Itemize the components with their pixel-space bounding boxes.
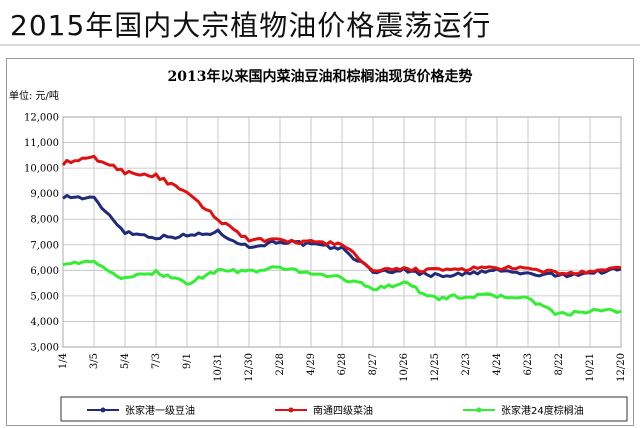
x-tick-label: 10/31 <box>213 353 224 382</box>
x-tick-label: 12/30 <box>244 353 255 382</box>
x-tick-label: 6/23 <box>523 353 534 375</box>
chart-frame: 2013年以来国内菜油豆油和棕榈油现货价格走势 单位: 元/吨 3,000 4,0… <box>6 58 634 426</box>
x-tick-label: 7/3 <box>151 353 162 369</box>
y-tick-label: 5,000 <box>30 291 59 302</box>
x-tick-label: 12/25 <box>430 353 441 382</box>
legend-box <box>60 396 628 422</box>
x-tick-label: 10/26 <box>399 353 410 382</box>
x-tick-label: 3/5 <box>89 353 100 369</box>
series-line-0 <box>62 194 622 279</box>
x-tick-label: 2/28 <box>275 353 286 375</box>
y-tick-label: 11,000 <box>24 138 59 149</box>
legend-label: 张家港24度棕榈油 <box>501 404 584 417</box>
x-tick-label: 5/4 <box>120 353 131 369</box>
y-tick-label: 12,000 <box>24 113 59 124</box>
banner-title: 2015年国内大宗植物油价格震荡运行 <box>10 9 492 42</box>
x-tick-label: 6/28 <box>337 353 348 375</box>
x-tick-label: 8/27 <box>368 353 379 375</box>
y-tick-label: 7,000 <box>30 240 59 251</box>
y-tick-label: 9,000 <box>30 189 59 200</box>
y-tick-label: 10,000 <box>24 164 59 175</box>
chart-title: 2013年以来国内菜油豆油和棕榈油现货价格走势 <box>168 68 473 85</box>
legend-label: 张家港一级豆油 <box>125 404 195 417</box>
series-line-2 <box>62 259 622 317</box>
grid <box>62 116 622 348</box>
line-chart: 2013年以来国内菜油豆油和棕榈油现货价格走势 单位: 元/吨 3,000 4,0… <box>9 68 628 422</box>
y-axis-unit-label: 单位: 元/吨 <box>9 89 59 102</box>
banner: 2015年国内大宗植物油价格震荡运行 <box>0 0 640 46</box>
series-line-1 <box>61 154 622 276</box>
x-tick-label: 9/1 <box>182 353 193 369</box>
x-tick-labels: 1/4 3/5 5/4 7/3 9/1 10/31 12/30 2/28 4/29 6/28 8/2… <box>58 353 627 382</box>
legend-label: 南通四级菜油 <box>313 404 373 417</box>
series-lines <box>61 154 622 317</box>
x-tick-label: 1/4 <box>58 353 69 369</box>
y-tick-label: 8,000 <box>30 215 59 226</box>
x-tick-label: 12/20 <box>616 353 627 382</box>
y-tick-label: 4,000 <box>30 317 59 328</box>
legend-swatch-marker <box>100 407 106 413</box>
y-tick-labels: 3,000 4,000 5,000 6,000 7,000 8,000 9,000 10,00… <box>24 113 59 354</box>
x-tick-label: 10/21 <box>585 353 596 382</box>
x-tick-label: 4/24 <box>492 353 503 375</box>
legend: 张家港一级豆油 南通四级菜油 张家港24度棕榈油 <box>87 404 584 417</box>
legend-swatch-marker <box>288 407 294 413</box>
legend-swatch-marker <box>476 407 482 413</box>
y-tick-label: 6,000 <box>30 266 59 277</box>
x-tick-label: 4/29 <box>306 353 317 375</box>
x-tick-label: 2/23 <box>461 353 472 375</box>
y-tick-label: 3,000 <box>30 343 59 354</box>
x-tick-label: 8/22 <box>554 353 565 375</box>
